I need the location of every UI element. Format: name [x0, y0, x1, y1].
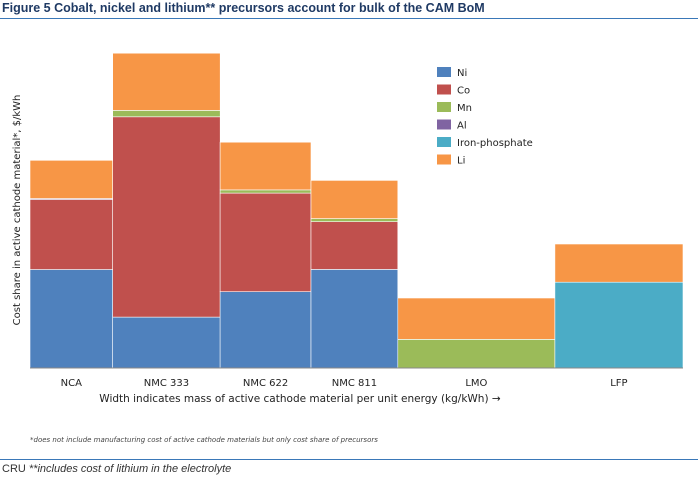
legend-swatch-ni: [437, 67, 451, 77]
bar-segment-nca-co: [29, 199, 113, 270]
y-axis-label: Cost share in active cathode material*, …: [12, 95, 23, 326]
source-label: CRU: [2, 463, 26, 475]
tick-label-nca: NCA: [61, 378, 82, 389]
mekko-chart: NCA NMC 333 NMC 622 NMC 811 LMO LFP Cost shar…: [12, 52, 684, 444]
bar-segment-nmc-811-mn: [310, 218, 399, 223]
legend-swatch-co: [437, 84, 451, 95]
tick-label-nmc-811: NMC 811: [332, 378, 377, 389]
bar-segment-lfp-li: [554, 243, 684, 283]
legend-label-al: Al: [457, 121, 467, 132]
legend-label-iron-phosphate: Iron-phosphate: [457, 138, 533, 149]
x-axis-label: Width indicates mass of active cathode m…: [99, 393, 501, 405]
bar-segment-lfp-iron-phosphate: [554, 281, 684, 369]
chart-footnote: *does not include manufacturing cost of …: [30, 436, 378, 444]
bar-segment-nmc-622-ni: [219, 291, 312, 369]
bar-segment-lmo-li: [397, 297, 556, 340]
bar-segment-nca-li: [29, 160, 113, 199]
legend-label-mn: Mn: [457, 103, 472, 114]
bar-segment-nmc-333-li: [112, 52, 221, 111]
bar-segment-nmc-622-mn: [219, 189, 312, 194]
bar-segment-nmc-333-co: [112, 116, 221, 318]
legend-swatch-iron-phosphate: [437, 137, 451, 147]
bar-segment-nmc-811-ni: [310, 269, 399, 369]
tick-label-nmc-333: NMC 333: [144, 378, 189, 389]
legend-swatch-mn: [437, 102, 451, 112]
legend-swatch-li: [437, 154, 451, 165]
chart-bars: [29, 52, 684, 369]
bottom-divider: [0, 459, 698, 460]
legend-swatch-al: [437, 119, 451, 130]
legend-label-li: Li: [457, 156, 465, 167]
footer-note: **includes cost of lithium in the electr…: [28, 463, 232, 475]
bar-segment-lmo-mn: [397, 339, 556, 369]
bar-segment-nmc-811-co: [310, 221, 399, 270]
category-tick-labels: NCA NMC 333 NMC 622 NMC 811 LMO LFP: [61, 378, 628, 389]
bar-segment-nca-ni: [29, 269, 113, 369]
bar-segment-nmc-622-li: [219, 141, 312, 191]
chart-legend: Ni Co Mn Al Iron-phosphate Li: [437, 67, 533, 167]
bar-segment-nmc-811-li: [310, 180, 399, 219]
tick-label-nmc-622: NMC 622: [243, 378, 288, 389]
bar-segment-nmc-333-ni: [112, 316, 221, 369]
footer: CRU **includes cost of lithium in the el…: [2, 463, 231, 475]
bar-segment-nmc-333-mn: [112, 110, 221, 118]
legend-label-ni: Ni: [457, 68, 467, 79]
tick-label-lfp: LFP: [610, 378, 627, 389]
bar-segment-nmc-622-co: [219, 192, 312, 293]
top-divider: [0, 18, 698, 19]
figure-title: Figure 5 Cobalt, nickel and lithium** pr…: [2, 1, 485, 15]
legend-label-co: Co: [457, 86, 470, 97]
tick-label-lmo: LMO: [465, 378, 487, 389]
